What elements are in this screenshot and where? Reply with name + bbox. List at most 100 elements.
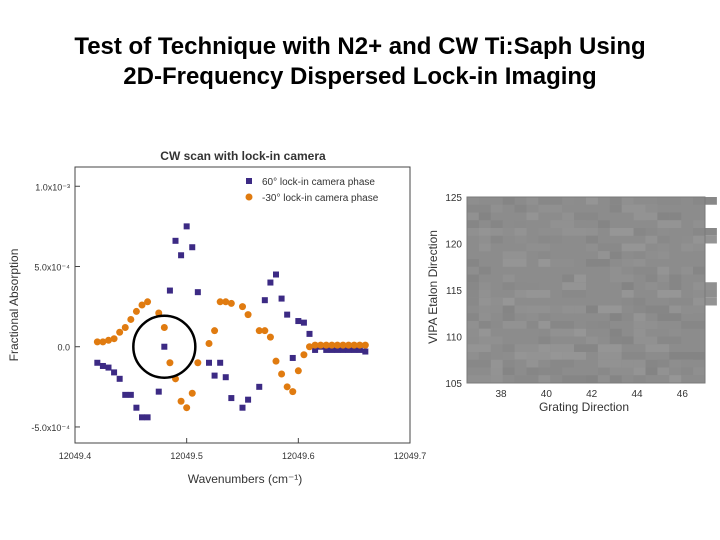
heatmap-cell xyxy=(478,336,503,345)
heatmap-cell xyxy=(681,266,694,275)
heatmap-cell xyxy=(657,274,670,283)
heatmap-cell xyxy=(574,328,586,337)
heatmap-cell xyxy=(490,212,503,221)
heatmap-cell xyxy=(657,321,682,329)
scatter-point-series-1 xyxy=(278,295,285,302)
heatmap-cells xyxy=(466,196,717,384)
heatmap-cell xyxy=(645,220,658,228)
heatmap-cell xyxy=(633,228,646,236)
heatmap-cell xyxy=(657,313,682,321)
scatter-point-series-1 xyxy=(189,244,196,251)
heatmap-cell xyxy=(621,266,634,275)
scatter-point-series-1 xyxy=(178,252,185,259)
heatmap-cell xyxy=(467,375,491,383)
scatter-x-tick-label: 12049.5 xyxy=(170,451,203,461)
heatmap-cell xyxy=(490,204,503,213)
heatmap-cell xyxy=(467,359,491,368)
heatmap-y-axis-label: VIPA Etalon Direction xyxy=(426,230,440,344)
scatter-point-series-2 xyxy=(272,357,280,365)
heatmap-cell xyxy=(490,297,503,306)
heatmap-cell xyxy=(514,297,527,306)
heatmap-cell xyxy=(502,305,515,314)
heatmap-cell xyxy=(621,297,634,306)
scatter-annotation xyxy=(132,314,197,379)
legend-label-series-1: 60° lock-in camera phase xyxy=(262,177,375,188)
heatmap-cell xyxy=(609,375,622,383)
heatmap-cell xyxy=(562,375,586,383)
scatter-point-series-2 xyxy=(261,327,269,335)
heatmap-cell xyxy=(562,305,575,314)
heatmap-cell xyxy=(633,251,646,259)
heatmap-cell xyxy=(467,344,491,352)
heatmap-cell xyxy=(645,282,658,290)
heatmap-cell xyxy=(526,274,551,283)
scatter-y-axis-label: Fractional Absorption xyxy=(7,249,21,362)
heatmap-cell xyxy=(681,321,705,329)
heatmap-cell xyxy=(502,313,515,321)
heatmap-cell xyxy=(621,243,646,252)
heatmap-cell xyxy=(538,313,551,321)
heatmap-cell xyxy=(526,243,551,252)
heatmap-cell xyxy=(621,313,634,321)
heatmap-cell xyxy=(693,220,705,228)
heatmap-cell xyxy=(538,375,551,383)
heatmap-cell xyxy=(562,290,586,298)
heatmap-cell xyxy=(490,328,515,337)
heatmap-cell xyxy=(645,228,658,236)
heatmap-cell xyxy=(657,290,682,298)
scatter-point-series-2 xyxy=(356,341,364,349)
heatmap-cell xyxy=(550,235,563,244)
scatter-point-series-2 xyxy=(333,341,341,349)
heatmap-cell xyxy=(467,336,479,345)
heatmap-cell xyxy=(490,235,503,244)
scatter-point-series-1 xyxy=(217,359,224,366)
heatmap-cell xyxy=(467,212,479,221)
heatmap-cell xyxy=(514,282,539,290)
heatmap-cell xyxy=(657,367,670,376)
scatter-point-series-2 xyxy=(211,327,219,335)
scatter-point-series-1 xyxy=(323,346,330,353)
heatmap-cell xyxy=(597,359,622,368)
scatter-point-series-2 xyxy=(322,341,330,349)
heatmap-cell xyxy=(490,359,515,368)
scatter-point-series-1 xyxy=(161,343,168,350)
scatter-point-series-1 xyxy=(284,311,291,318)
heatmap-cell xyxy=(609,328,622,337)
heatmap-cell xyxy=(586,235,598,244)
heatmap-cell xyxy=(669,297,694,306)
scatter-point-series-2 xyxy=(194,359,202,367)
heatmap-cell xyxy=(550,274,575,283)
scatter-point-series-2 xyxy=(361,341,369,349)
scatter-point-series-1 xyxy=(267,279,274,286)
heatmap-cell xyxy=(478,305,491,314)
heatmap-cell xyxy=(645,235,658,244)
heatmap-cell xyxy=(645,251,658,259)
heatmap-cell xyxy=(526,220,551,228)
scatter-point-series-2 xyxy=(289,388,297,396)
scatter-point-series-1 xyxy=(222,374,229,381)
scatter-point-series-1 xyxy=(194,289,201,296)
heatmap-x-tick-label: 40 xyxy=(541,389,553,400)
scatter-point-series-1 xyxy=(99,362,106,369)
heatmap-cell xyxy=(657,359,670,368)
scatter-point-series-1 xyxy=(105,364,112,371)
scatter-point-series-1 xyxy=(334,346,341,353)
scatter-y-tick-label: -5.0x10⁻⁴ xyxy=(31,423,70,433)
heatmap-cell xyxy=(597,352,622,360)
heatmap-y-tick-label: 115 xyxy=(446,286,462,297)
scatter-point-series-1 xyxy=(211,372,218,379)
scatter-plot-frame xyxy=(74,166,411,444)
heatmap-cell xyxy=(609,336,634,345)
heatmap-cell xyxy=(669,359,694,368)
heatmap-cell xyxy=(514,197,527,205)
heatmap-cell xyxy=(621,259,634,267)
heatmap-cell xyxy=(526,367,539,376)
scatter-x-axis-label: Wavenumbers (cm⁻¹) xyxy=(188,472,303,486)
heatmap-cell xyxy=(657,197,670,205)
scatter-point-series-1 xyxy=(122,391,129,398)
scatter-point-series-1 xyxy=(312,346,319,353)
heatmap-cell xyxy=(514,375,539,383)
heatmap-cell xyxy=(550,359,575,368)
heatmap-cell xyxy=(502,367,515,376)
